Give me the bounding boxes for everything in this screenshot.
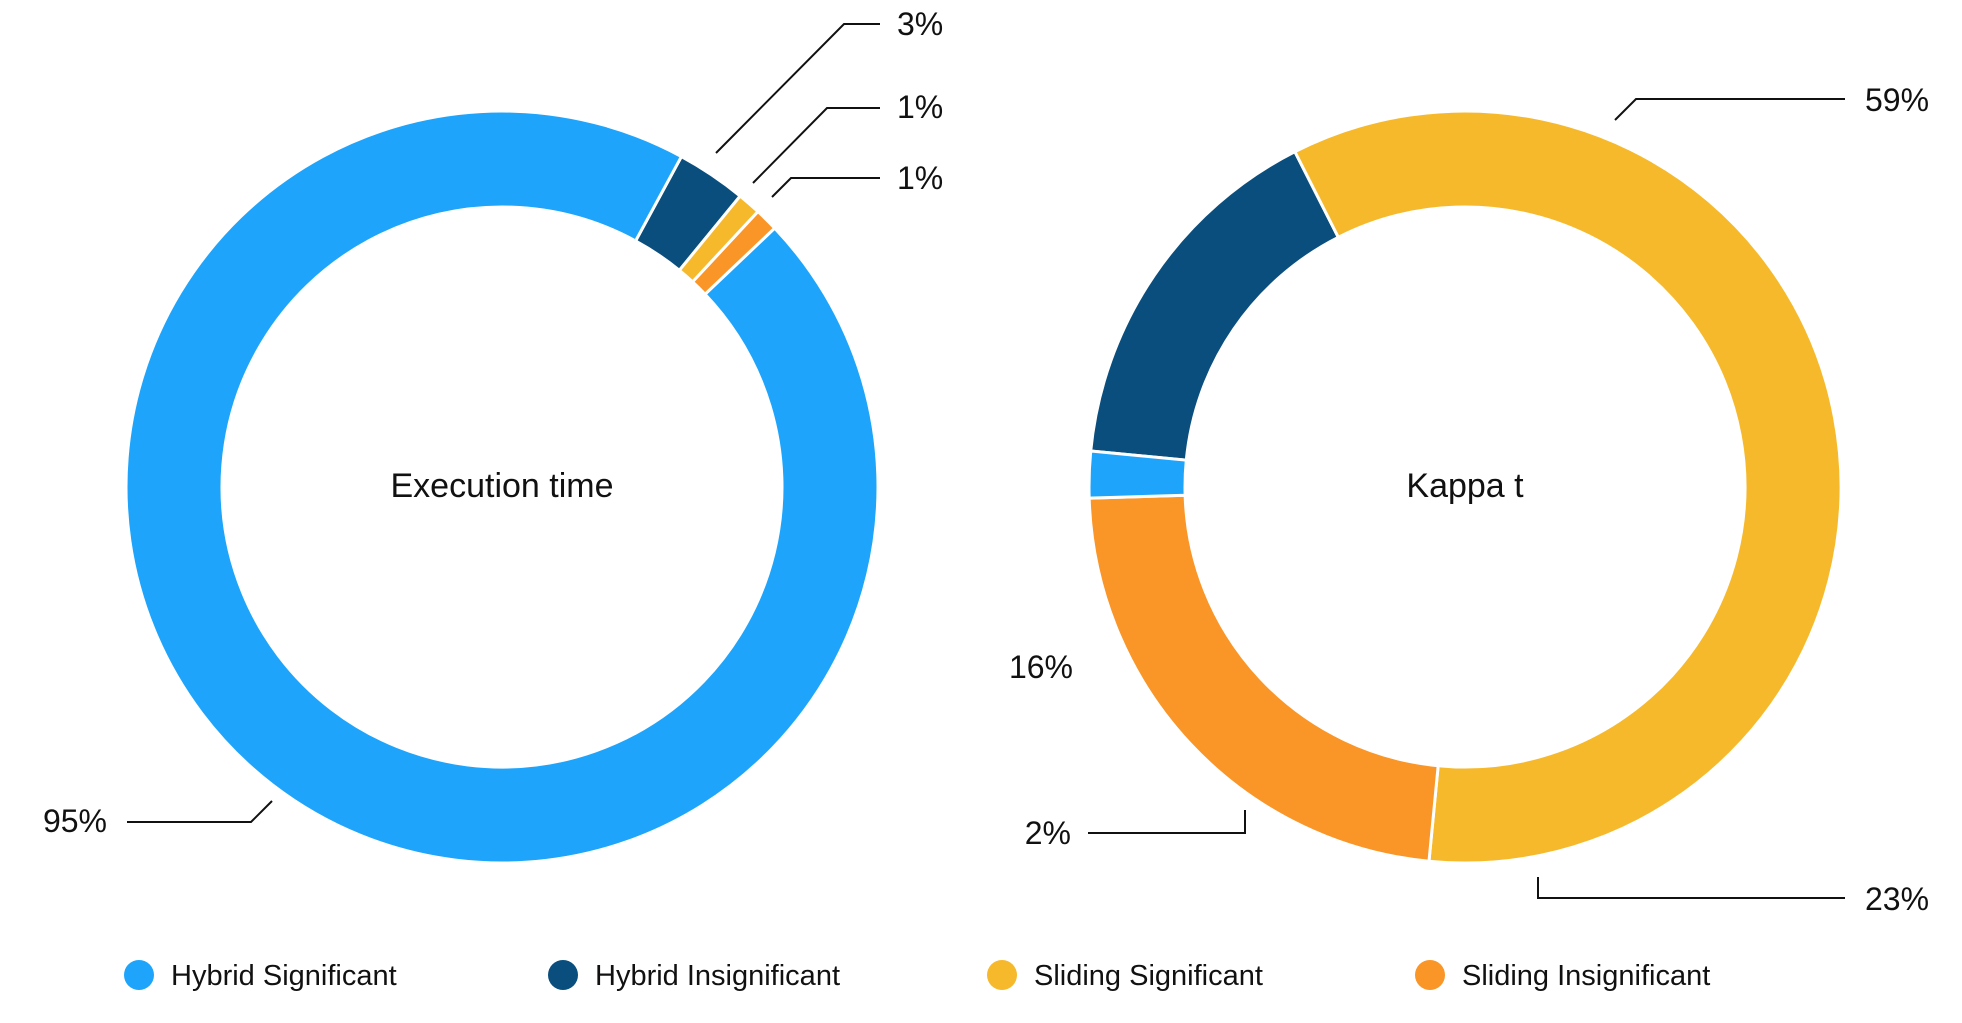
leader-line bbox=[771, 177, 880, 198]
legend-label-sliding-insignificant: Sliding Insignificant bbox=[1462, 960, 1710, 992]
data-label-sliding-insignificant: 23% bbox=[1865, 881, 1929, 917]
leader-line bbox=[715, 23, 880, 154]
leader-line bbox=[1537, 877, 1845, 899]
leader-line bbox=[127, 800, 273, 823]
data-label-hybrid-significant: 95% bbox=[43, 803, 107, 839]
leader-line bbox=[752, 107, 880, 184]
kappa-t-donut: 2% 16% 59% 23% Kappa t bbox=[1009, 82, 1929, 917]
chart-center-title: Execution time bbox=[391, 467, 614, 505]
leader-line bbox=[1088, 810, 1246, 834]
data-label-sliding-insignificant: 1% bbox=[897, 160, 943, 196]
legend-swatch-sliding-insignificant bbox=[1415, 960, 1445, 990]
execution-time-donut: 95% 3% 1% 1% Execution time bbox=[43, 6, 943, 865]
data-label-sliding-significant: 1% bbox=[897, 89, 943, 125]
legend-label-hybrid-insignificant: Hybrid Insignificant bbox=[595, 960, 840, 992]
chart-center-title: Kappa t bbox=[1406, 467, 1524, 505]
donut-slice-sliding-insignificant bbox=[1087, 493, 1440, 863]
donut-slice-sliding-significant bbox=[1292, 109, 1843, 865]
data-label-hybrid-insignificant: 16% bbox=[1009, 649, 1073, 685]
legend-swatch-hybrid-insignificant bbox=[548, 960, 578, 990]
data-label-hybrid-insignificant: 3% bbox=[897, 6, 943, 42]
leader-line bbox=[1614, 98, 1845, 121]
chart-legend: Hybrid Significant Hybrid Insignificant Sl… bbox=[124, 960, 1710, 992]
legend-swatch-sliding-significant bbox=[987, 960, 1017, 990]
data-label-sliding-significant: 59% bbox=[1865, 82, 1929, 118]
legend-swatch-hybrid-significant bbox=[124, 960, 154, 990]
legend-label-sliding-significant: Sliding Significant bbox=[1034, 960, 1263, 992]
legend-label-hybrid-significant: Hybrid Significant bbox=[171, 960, 397, 992]
donut-slice-hybrid-significant bbox=[1087, 449, 1188, 500]
data-label-hybrid-significant: 2% bbox=[1025, 815, 1071, 851]
donut-slice-hybrid-significant bbox=[124, 109, 880, 865]
donut-slice-hybrid-insignificant bbox=[1089, 149, 1341, 462]
